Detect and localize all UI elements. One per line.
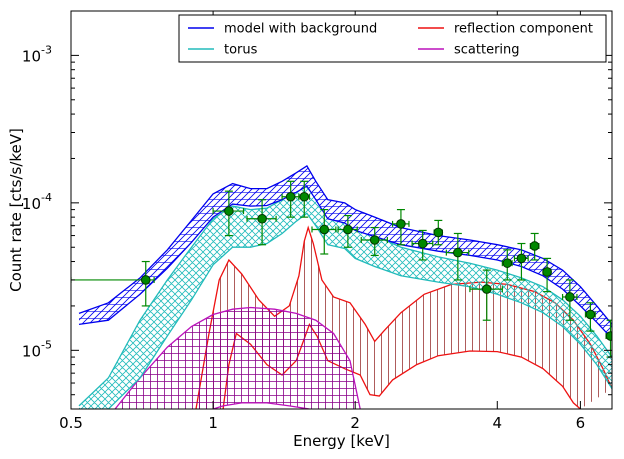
legend-label: torus xyxy=(224,43,258,58)
model-with-background-lower-line xyxy=(78,185,612,340)
x-tick-label: 2 xyxy=(350,414,360,432)
data-marker xyxy=(140,275,151,285)
scattering-band-fill xyxy=(115,307,361,409)
data-marker xyxy=(565,292,575,302)
data-marker xyxy=(319,224,330,235)
model-with-background-band-fill xyxy=(79,165,612,339)
x-tick-label: 4 xyxy=(493,414,503,432)
data-point xyxy=(311,209,337,255)
y-axis-label: Count rate [cts/s/keV] xyxy=(7,128,25,292)
y-tick-label: 10 xyxy=(22,47,41,65)
legend-entry-torus: torus xyxy=(188,43,258,58)
data-point xyxy=(411,229,434,261)
y-tick-exponent: -5 xyxy=(41,338,52,351)
y-tick-exponent: -4 xyxy=(41,191,52,204)
data-marker xyxy=(299,191,310,202)
data-marker xyxy=(516,253,527,264)
model-with-background-upper-line xyxy=(78,164,612,325)
data-marker xyxy=(417,238,428,249)
data-point xyxy=(71,260,155,307)
scattering-lower-line xyxy=(212,402,310,409)
model-bands xyxy=(78,164,612,409)
data-marker xyxy=(542,267,552,277)
torus-lower-line xyxy=(79,212,612,409)
data-point xyxy=(337,214,358,248)
data-marker xyxy=(433,227,444,238)
data-point xyxy=(246,199,277,246)
y-tick-exponent: -3 xyxy=(41,43,52,56)
data-marker xyxy=(529,241,540,251)
data-marker xyxy=(285,191,296,202)
x-tick-label: 1 xyxy=(208,414,218,432)
data-point xyxy=(501,249,513,281)
data-point xyxy=(391,209,410,246)
data-marker xyxy=(343,224,353,235)
data-point xyxy=(298,180,311,218)
y-tick-label: 10 xyxy=(22,342,41,360)
data-marker xyxy=(481,284,492,294)
data-point xyxy=(584,302,596,332)
data-point xyxy=(542,257,552,293)
data-marker xyxy=(257,213,267,224)
data-point xyxy=(529,232,540,261)
data-marker xyxy=(369,235,380,245)
data-marker xyxy=(453,247,463,258)
legend-entry-scattering: scattering xyxy=(418,43,520,58)
data-point xyxy=(513,242,529,281)
legend-entry-reflection-component: reflection component xyxy=(418,22,593,37)
data-marker xyxy=(585,309,596,320)
data-point xyxy=(469,269,503,321)
legend-label: reflection component xyxy=(454,22,593,37)
data-points xyxy=(71,180,612,358)
data-point xyxy=(445,232,470,281)
data-marker xyxy=(224,206,234,216)
y-tick-label: 10 xyxy=(22,195,41,213)
x-tick-label: 6 xyxy=(576,414,586,432)
data-point xyxy=(433,219,444,246)
x-axis-label: Energy [keV] xyxy=(293,432,390,450)
legend-label: model with background xyxy=(224,22,377,37)
legend-box xyxy=(178,14,607,63)
scattering-band xyxy=(114,306,361,409)
data-marker xyxy=(396,219,406,229)
legend-label: scattering xyxy=(454,43,520,58)
data-point xyxy=(561,279,578,321)
legend-entry-model-with-background: model with background xyxy=(188,22,377,37)
x-tick-label: 0.5 xyxy=(59,414,83,432)
data-marker xyxy=(502,258,513,268)
legend: model with background reflection componen… xyxy=(178,14,607,63)
torus-band-fill xyxy=(79,183,612,409)
data-marker xyxy=(605,331,612,341)
data-point xyxy=(212,190,245,237)
scattering-upper-line xyxy=(114,306,361,409)
model-with-background-band xyxy=(78,164,612,340)
data-point xyxy=(360,226,388,257)
